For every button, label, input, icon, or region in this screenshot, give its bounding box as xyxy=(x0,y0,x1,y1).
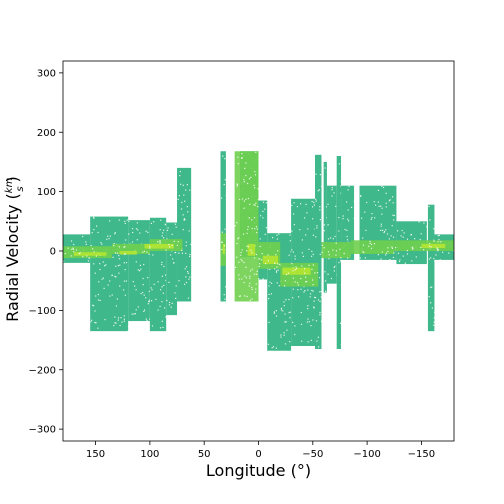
x-tick: 50 xyxy=(198,441,211,460)
plot-area xyxy=(63,151,455,351)
y-tick: 300 xyxy=(37,68,63,79)
y-tick: 0 xyxy=(50,247,63,258)
x-tick-label: −100 xyxy=(353,449,380,460)
y-label-prefix: Radial Velocity ( xyxy=(3,193,22,322)
x-tick: −100 xyxy=(353,441,381,460)
x-tick-label: −150 xyxy=(408,449,435,460)
x-tick: 150 xyxy=(86,441,105,460)
y-tick-label: 300 xyxy=(37,68,56,79)
density-region-outer-5 xyxy=(177,167,192,302)
y-tick: −100 xyxy=(29,306,63,317)
x-tick: 100 xyxy=(140,441,159,460)
y-axis: −300 −200 −100 0 100 200 300 xyxy=(29,68,63,436)
y-tick: 100 xyxy=(37,187,63,198)
x-tick: 0 xyxy=(255,441,262,460)
density-region-core-6 xyxy=(282,267,311,276)
y-axis-label: Radial Velocity (kms) xyxy=(3,176,26,322)
y-tick-label: 200 xyxy=(37,128,56,139)
density-region-outer-18 xyxy=(427,204,436,332)
density-region-inner-4 xyxy=(234,151,260,302)
y-label-num: km xyxy=(4,177,15,193)
x-tick-label: 0 xyxy=(255,449,261,460)
x-tick-label: 150 xyxy=(86,449,105,460)
y-label-den: s xyxy=(15,186,26,191)
density-region-inner-7 xyxy=(321,242,351,259)
density-region-outer-6 xyxy=(220,151,228,302)
density-region-core-0 xyxy=(73,252,107,257)
x-tick-label: 100 xyxy=(140,449,159,460)
y-tick-label: −100 xyxy=(29,306,56,317)
x-tick: −50 xyxy=(302,441,323,460)
y-tick: −200 xyxy=(29,365,63,376)
density-region-outer-13 xyxy=(326,185,338,284)
y-tick: −300 xyxy=(29,425,63,436)
density-region-core-5 xyxy=(262,255,279,265)
x-tick-label: 50 xyxy=(198,449,211,460)
y-tick-label: −200 xyxy=(29,365,56,376)
density-region-core-2 xyxy=(144,243,174,249)
x-tick: −150 xyxy=(408,441,435,460)
density-region-outer-1 xyxy=(90,216,130,332)
density-region-inner-8 xyxy=(350,240,395,254)
y-label-suffix: ) xyxy=(3,176,22,182)
density-region-core-3 xyxy=(222,243,225,254)
density-region-outer-4 xyxy=(166,222,179,316)
y-tick: 200 xyxy=(37,128,63,139)
density-region-core-7 xyxy=(421,243,446,249)
density-region-outer-11 xyxy=(314,154,323,349)
x-tick-label: −50 xyxy=(302,449,323,460)
y-tick-label: 0 xyxy=(50,247,56,258)
y-tick-label: 100 xyxy=(37,187,56,198)
density-region-outer-2 xyxy=(128,220,151,322)
y-tick-label: −300 xyxy=(29,425,56,436)
density-region-outer-3 xyxy=(149,217,167,332)
x-axis: 150 100 50 0 −50 −100 −150 xyxy=(86,441,435,460)
x-axis-label: Longitude (°) xyxy=(206,461,311,480)
density-region-core-4 xyxy=(247,243,256,256)
density-region-core-1 xyxy=(119,251,137,255)
